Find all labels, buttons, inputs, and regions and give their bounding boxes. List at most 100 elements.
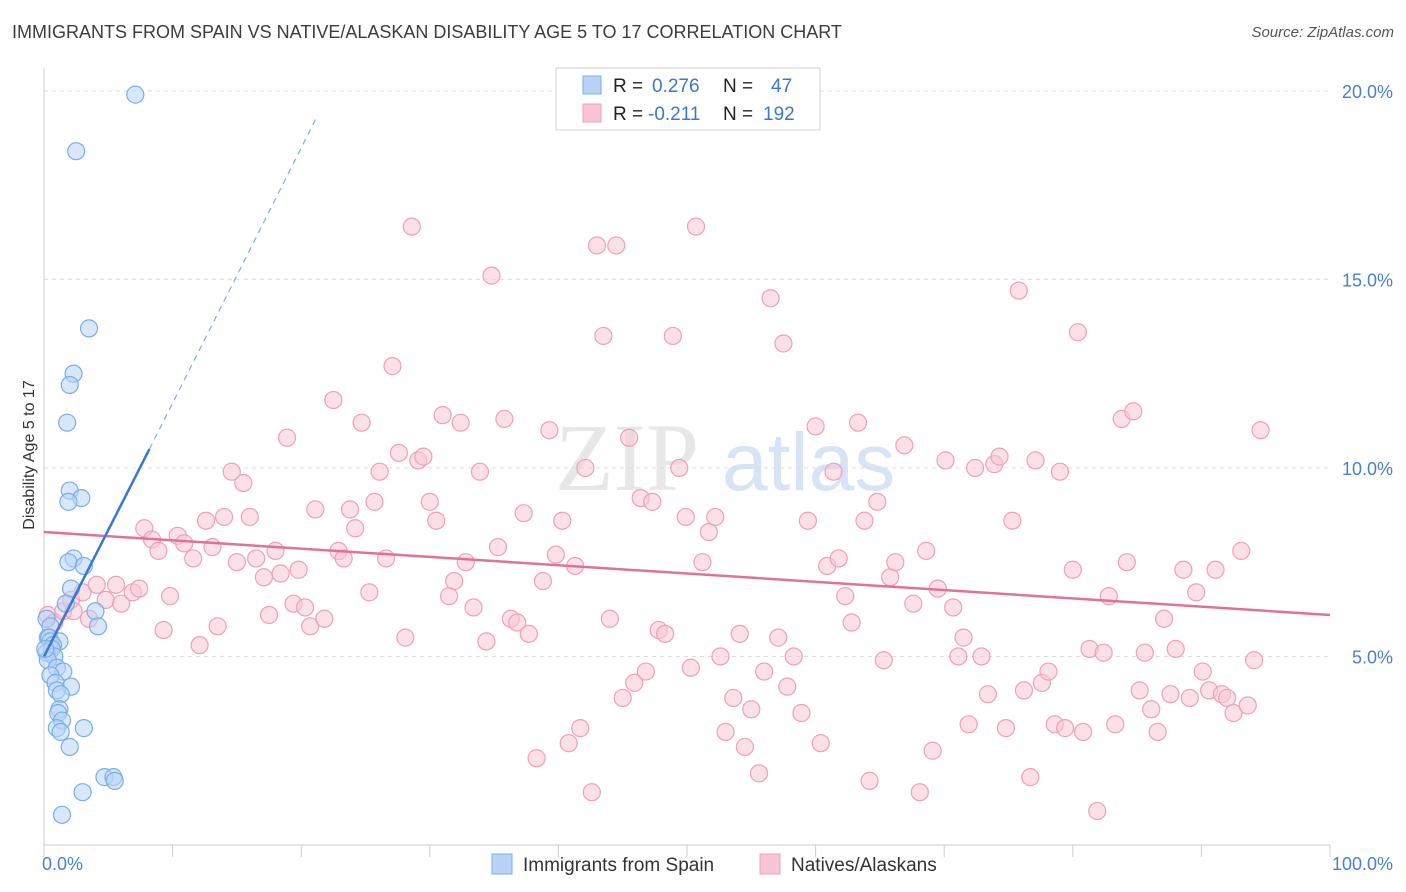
natives-point [514, 504, 533, 523]
x-tick-label-max: 100.0% [1332, 854, 1393, 874]
y-axis-label: Disability Age 5 to 17 [21, 380, 38, 530]
natives-point [1245, 651, 1264, 670]
natives-point [365, 492, 384, 511]
natives-point [277, 428, 297, 447]
natives-point [234, 473, 253, 493]
natives-points [38, 217, 1270, 821]
natives-point [106, 575, 126, 594]
natives-point [656, 624, 675, 643]
natives-point [87, 575, 106, 594]
natives-point [663, 326, 682, 346]
natives-point [1055, 719, 1075, 738]
natives-point [1073, 722, 1093, 741]
legend-n-value: 192 [763, 104, 795, 125]
spain-trend-line [42, 448, 151, 658]
natives-point [949, 647, 968, 666]
natives-point [464, 598, 483, 617]
natives-point [154, 620, 173, 640]
natives-point [1021, 768, 1040, 787]
natives-point [1251, 421, 1270, 440]
natives-point [613, 688, 632, 708]
spain-point [74, 719, 93, 738]
natives-point [881, 568, 900, 587]
series-swatch-blue [491, 853, 513, 875]
natives-point [811, 734, 830, 753]
spain-point [60, 737, 79, 757]
natives-point [600, 609, 619, 628]
spain-point [88, 617, 108, 636]
axes [43, 68, 1331, 857]
correlation-legend: R = 0.276 N = 47 R = -0.211 N = 192 [555, 67, 821, 131]
natives-point [1068, 323, 1088, 342]
natives-point [1009, 281, 1028, 300]
natives-point [352, 413, 371, 432]
spain-point [51, 722, 70, 741]
natives-point [571, 719, 590, 738]
natives-point [972, 647, 991, 666]
spain-point [52, 805, 72, 824]
natives-point [1050, 462, 1070, 481]
natives-point [625, 673, 644, 692]
natives-point [842, 613, 861, 632]
natives-point [1166, 639, 1185, 659]
natives-point [470, 462, 490, 481]
natives-point [477, 632, 496, 651]
natives-point [990, 447, 1009, 466]
natives-point [527, 749, 546, 768]
natives-point [716, 722, 735, 741]
natives-point [1238, 696, 1257, 715]
series-label-spain: Immigrants from Spain [523, 855, 714, 876]
natives-point [175, 534, 194, 553]
natives-point [546, 545, 565, 564]
x-tick-label-min: 0.0% [42, 854, 83, 874]
natives-point [271, 564, 290, 583]
natives-point [699, 522, 718, 542]
natives-point [301, 617, 320, 636]
natives-point [996, 719, 1016, 738]
natives-point [306, 500, 325, 519]
natives-point [295, 598, 315, 617]
natives-point [829, 549, 848, 568]
legend-r-label: R = [613, 76, 643, 97]
natives-point [1003, 511, 1022, 530]
natives-point [414, 447, 433, 466]
y-tick-label: 20.0% [1342, 82, 1393, 102]
natives-point [711, 647, 730, 666]
natives-point [1218, 688, 1237, 708]
natives-point [130, 579, 149, 598]
natives-point [315, 609, 334, 628]
natives-point [456, 553, 475, 572]
natives-point [433, 406, 452, 425]
natives-point [693, 553, 712, 572]
spain-point [105, 771, 124, 790]
y-tick-label: 5.0% [1352, 647, 1393, 667]
natives-point [214, 507, 234, 527]
natives-point [553, 511, 572, 530]
natives-point [360, 583, 379, 602]
natives-point [1155, 609, 1174, 628]
natives-point [160, 587, 180, 606]
natives-point [190, 636, 209, 655]
natives-point [848, 413, 868, 432]
natives-point [1063, 560, 1082, 579]
natives-point [540, 421, 559, 440]
chart-title: IMMIGRANTS FROM SPAIN VS NATIVE/ALASKAN … [12, 22, 842, 42]
natives-point [706, 507, 725, 527]
legend-r-value: 0.276 [652, 76, 700, 97]
spain-point [59, 492, 78, 511]
natives-point [266, 541, 285, 560]
spain-point [51, 685, 70, 704]
spain-trend-extension [148, 116, 318, 450]
watermark-zip: ZIP [555, 404, 699, 511]
natives-point [954, 628, 973, 647]
natives-point [774, 334, 793, 353]
natives-point [755, 662, 774, 681]
natives-point [196, 511, 216, 530]
spain-point [86, 602, 105, 621]
natives-point [895, 436, 914, 455]
spain-point [73, 783, 92, 802]
natives-point [868, 492, 887, 511]
natives-point [1117, 553, 1136, 572]
natives-point [670, 458, 689, 478]
